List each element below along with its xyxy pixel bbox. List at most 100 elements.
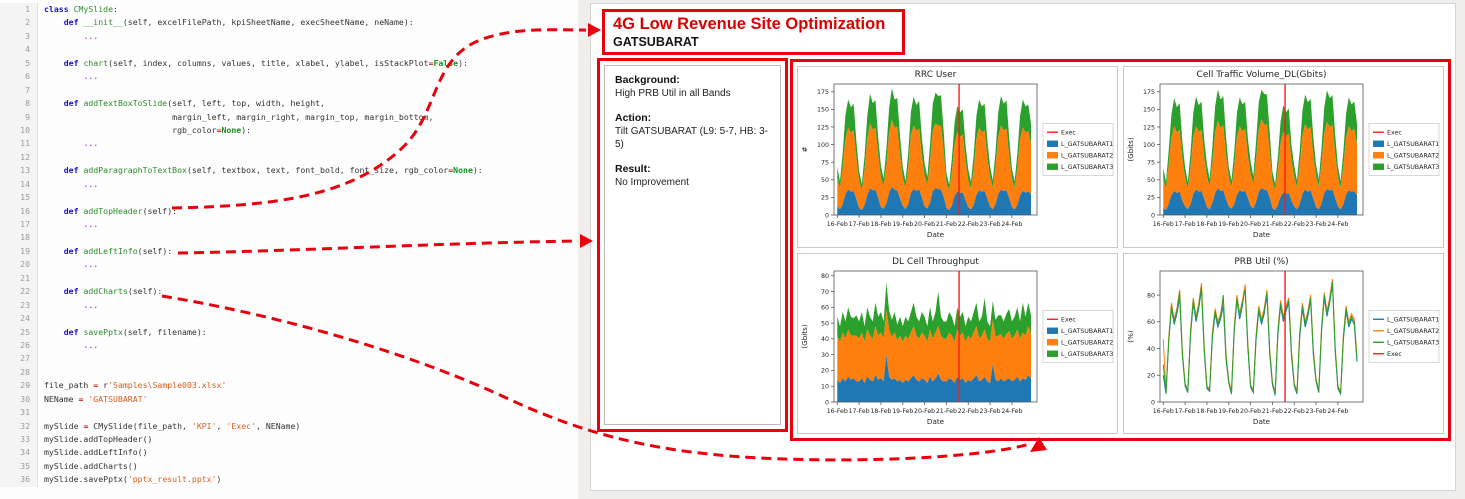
svg-text:L_GATSUBARAT2: L_GATSUBARAT2: [1061, 153, 1113, 160]
svg-text:22-Feb: 22-Feb: [1284, 408, 1305, 415]
svg-text:40: 40: [1147, 345, 1155, 352]
svg-text:70: 70: [821, 288, 829, 295]
svg-text:23-Feb: 23-Feb: [1306, 408, 1327, 415]
code-line: 31: [0, 406, 578, 420]
svg-text:L_GATSUBARAT2: L_GATSUBARAT2: [1387, 153, 1439, 160]
code-line: 16 def addTopHeader(self):: [0, 204, 578, 218]
code-lines: 1 class CMySlide: 2 def __init__(self, exc…: [0, 3, 578, 487]
svg-text:L_GATSUBARAT2: L_GATSUBARAT2: [1387, 328, 1439, 335]
svg-text:0: 0: [825, 399, 829, 406]
code-line: 19 def addLeftInfo(self):: [0, 244, 578, 259]
svg-text:L_GATSUBARAT3: L_GATSUBARAT3: [1061, 351, 1113, 358]
svg-text:19-Feb: 19-Feb: [892, 408, 913, 415]
svg-text:Exec: Exec: [1061, 316, 1076, 323]
svg-text:60: 60: [1147, 319, 1155, 326]
svg-text:20: 20: [1147, 372, 1155, 379]
chart-dl-cell-throughput: DL Cell Throughput 0 10 20 30 40 50 60 70 80 16-Fe…: [797, 252, 1118, 434]
chart-rrc-user: RRC User 0 25 50 75 100 125 150 175 16-Feb 17-Feb 1…: [797, 66, 1118, 248]
code-line: 4: [0, 43, 578, 57]
svg-text:21-Feb: 21-Feb: [1262, 221, 1283, 228]
svg-text:16-Feb: 16-Feb: [827, 408, 848, 415]
svg-text:18-Feb: 18-Feb: [1196, 221, 1217, 228]
svg-text:19-Feb: 19-Feb: [892, 221, 913, 228]
code-line: 5 def chart(self, index, columns, values…: [0, 56, 578, 71]
svg-text:16-Feb: 16-Feb: [1153, 408, 1174, 415]
svg-text:20-Feb: 20-Feb: [1240, 408, 1261, 415]
svg-text:18-Feb: 18-Feb: [870, 221, 891, 228]
svg-text:18-Feb: 18-Feb: [870, 408, 891, 415]
svg-text:24-Feb: 24-Feb: [1001, 408, 1022, 415]
code-line: 25 def savePptx(self, filename):: [0, 325, 578, 339]
svg-text:23-Feb: 23-Feb: [980, 221, 1001, 228]
svg-text:20: 20: [821, 367, 829, 374]
svg-text:24-Feb: 24-Feb: [1327, 221, 1348, 228]
svg-text:L_GATSUBARAT3: L_GATSUBARAT3: [1387, 164, 1439, 171]
svg-text:DL Cell Throughput: DL Cell Throughput: [892, 257, 979, 267]
code-editor-panel[interactable]: 1 class CMySlide: 2 def __init__(self, exc…: [0, 0, 578, 499]
info-label-action: Action:: [615, 112, 652, 124]
svg-text:25: 25: [821, 195, 829, 202]
code-line: 3 ...: [0, 29, 578, 44]
svg-text:16-Feb: 16-Feb: [827, 221, 848, 228]
code-line: 27: [0, 352, 578, 366]
svg-text:Date: Date: [927, 417, 945, 426]
code-line: 24: [0, 312, 578, 326]
code-line: 6 ...: [0, 70, 578, 84]
svg-text:Date: Date: [927, 230, 945, 239]
code-line: 36 mySlide.savePptx('pptx_result.pptx'): [0, 473, 578, 487]
svg-text:75: 75: [821, 159, 829, 166]
chart-canvas: PRB Util (%) 0 20 40 60 80 16-Feb 17-Feb 18-Feb 1…: [1126, 257, 1440, 426]
svg-text:50: 50: [821, 177, 829, 184]
slide-title: 4G Low Revenue Site Optimization: [613, 15, 886, 33]
svg-text:23-Feb: 23-Feb: [1306, 221, 1327, 228]
info-label-result: Result:: [615, 163, 651, 175]
svg-text:80: 80: [821, 273, 829, 280]
code-line: 10 rgb_color=None):: [0, 123, 578, 138]
svg-text:RRC User: RRC User: [915, 70, 957, 80]
svg-text:0: 0: [1151, 212, 1155, 219]
slide-subtitle: GATSUBARAT: [613, 35, 699, 49]
svg-text:L_GATSUBARAT1: L_GATSUBARAT1: [1061, 141, 1113, 148]
svg-text:(Gbits): (Gbits): [1126, 137, 1135, 161]
svg-text:19-Feb: 19-Feb: [1218, 408, 1239, 415]
svg-text:24-Feb: 24-Feb: [1327, 408, 1348, 415]
code-line: 32 mySlide = CMySlide(file_path, 'KPI', '…: [0, 419, 578, 433]
code-line: 22 def addCharts(self):: [0, 285, 578, 299]
svg-text:21-Feb: 21-Feb: [1262, 408, 1283, 415]
svg-text:L_GATSUBARAT3: L_GATSUBARAT3: [1061, 164, 1113, 171]
slide-preview: 4G Low Revenue Site Optimization GATSUBA…: [590, 3, 1456, 491]
svg-text:100: 100: [1143, 142, 1155, 149]
code-line: 13 def addParagraphToTextBox(self, textb…: [0, 164, 578, 178]
svg-text:125: 125: [817, 124, 829, 131]
svg-text:L_GATSUBARAT2: L_GATSUBARAT2: [1061, 339, 1113, 346]
svg-text:19-Feb: 19-Feb: [1218, 221, 1239, 228]
svg-text:150: 150: [817, 107, 829, 114]
svg-text:(Gbits): (Gbits): [800, 324, 809, 348]
svg-text:24-Feb: 24-Feb: [1001, 221, 1022, 228]
svg-text:23-Feb: 23-Feb: [980, 408, 1001, 415]
code-line: 9 margin_left, margin_right, margin_top,…: [0, 110, 578, 124]
code-line: 20 ...: [0, 258, 578, 272]
code-line: 26 ...: [0, 338, 578, 353]
svg-text:175: 175: [1143, 89, 1155, 96]
code-line: 30 NEName = 'GATSUBARAT': [0, 392, 578, 407]
svg-text:L_GATSUBARAT1: L_GATSUBARAT1: [1387, 316, 1439, 323]
slide-charts-region: RRC User 0 25 50 75 100 125 150 175 16-Feb 17-Feb 1…: [790, 59, 1451, 441]
svg-text:Exec: Exec: [1387, 130, 1402, 137]
code-line: 34 mySlide.addLeftInfo(): [0, 446, 578, 460]
svg-text:22-Feb: 22-Feb: [958, 408, 979, 415]
svg-text:22-Feb: 22-Feb: [958, 221, 979, 228]
code-line: 23 ...: [0, 298, 578, 313]
code-line: 8 def addTextBoxToSlide(self, left, top,…: [0, 97, 578, 111]
code-line: 11 ...: [0, 137, 578, 151]
chart-canvas: Cell Traffic Volume_DL(Gbits) 0 25 50 75 100 1…: [1126, 70, 1440, 239]
svg-text:20-Feb: 20-Feb: [914, 221, 935, 228]
code-line: 28: [0, 365, 578, 380]
code-line: 7: [0, 83, 578, 98]
code-line: 29 file_path = r'Samples\Sample003.xlsx': [0, 379, 578, 393]
svg-text:175: 175: [817, 89, 829, 96]
svg-text:22-Feb: 22-Feb: [1284, 221, 1305, 228]
svg-text:50: 50: [1147, 177, 1155, 184]
